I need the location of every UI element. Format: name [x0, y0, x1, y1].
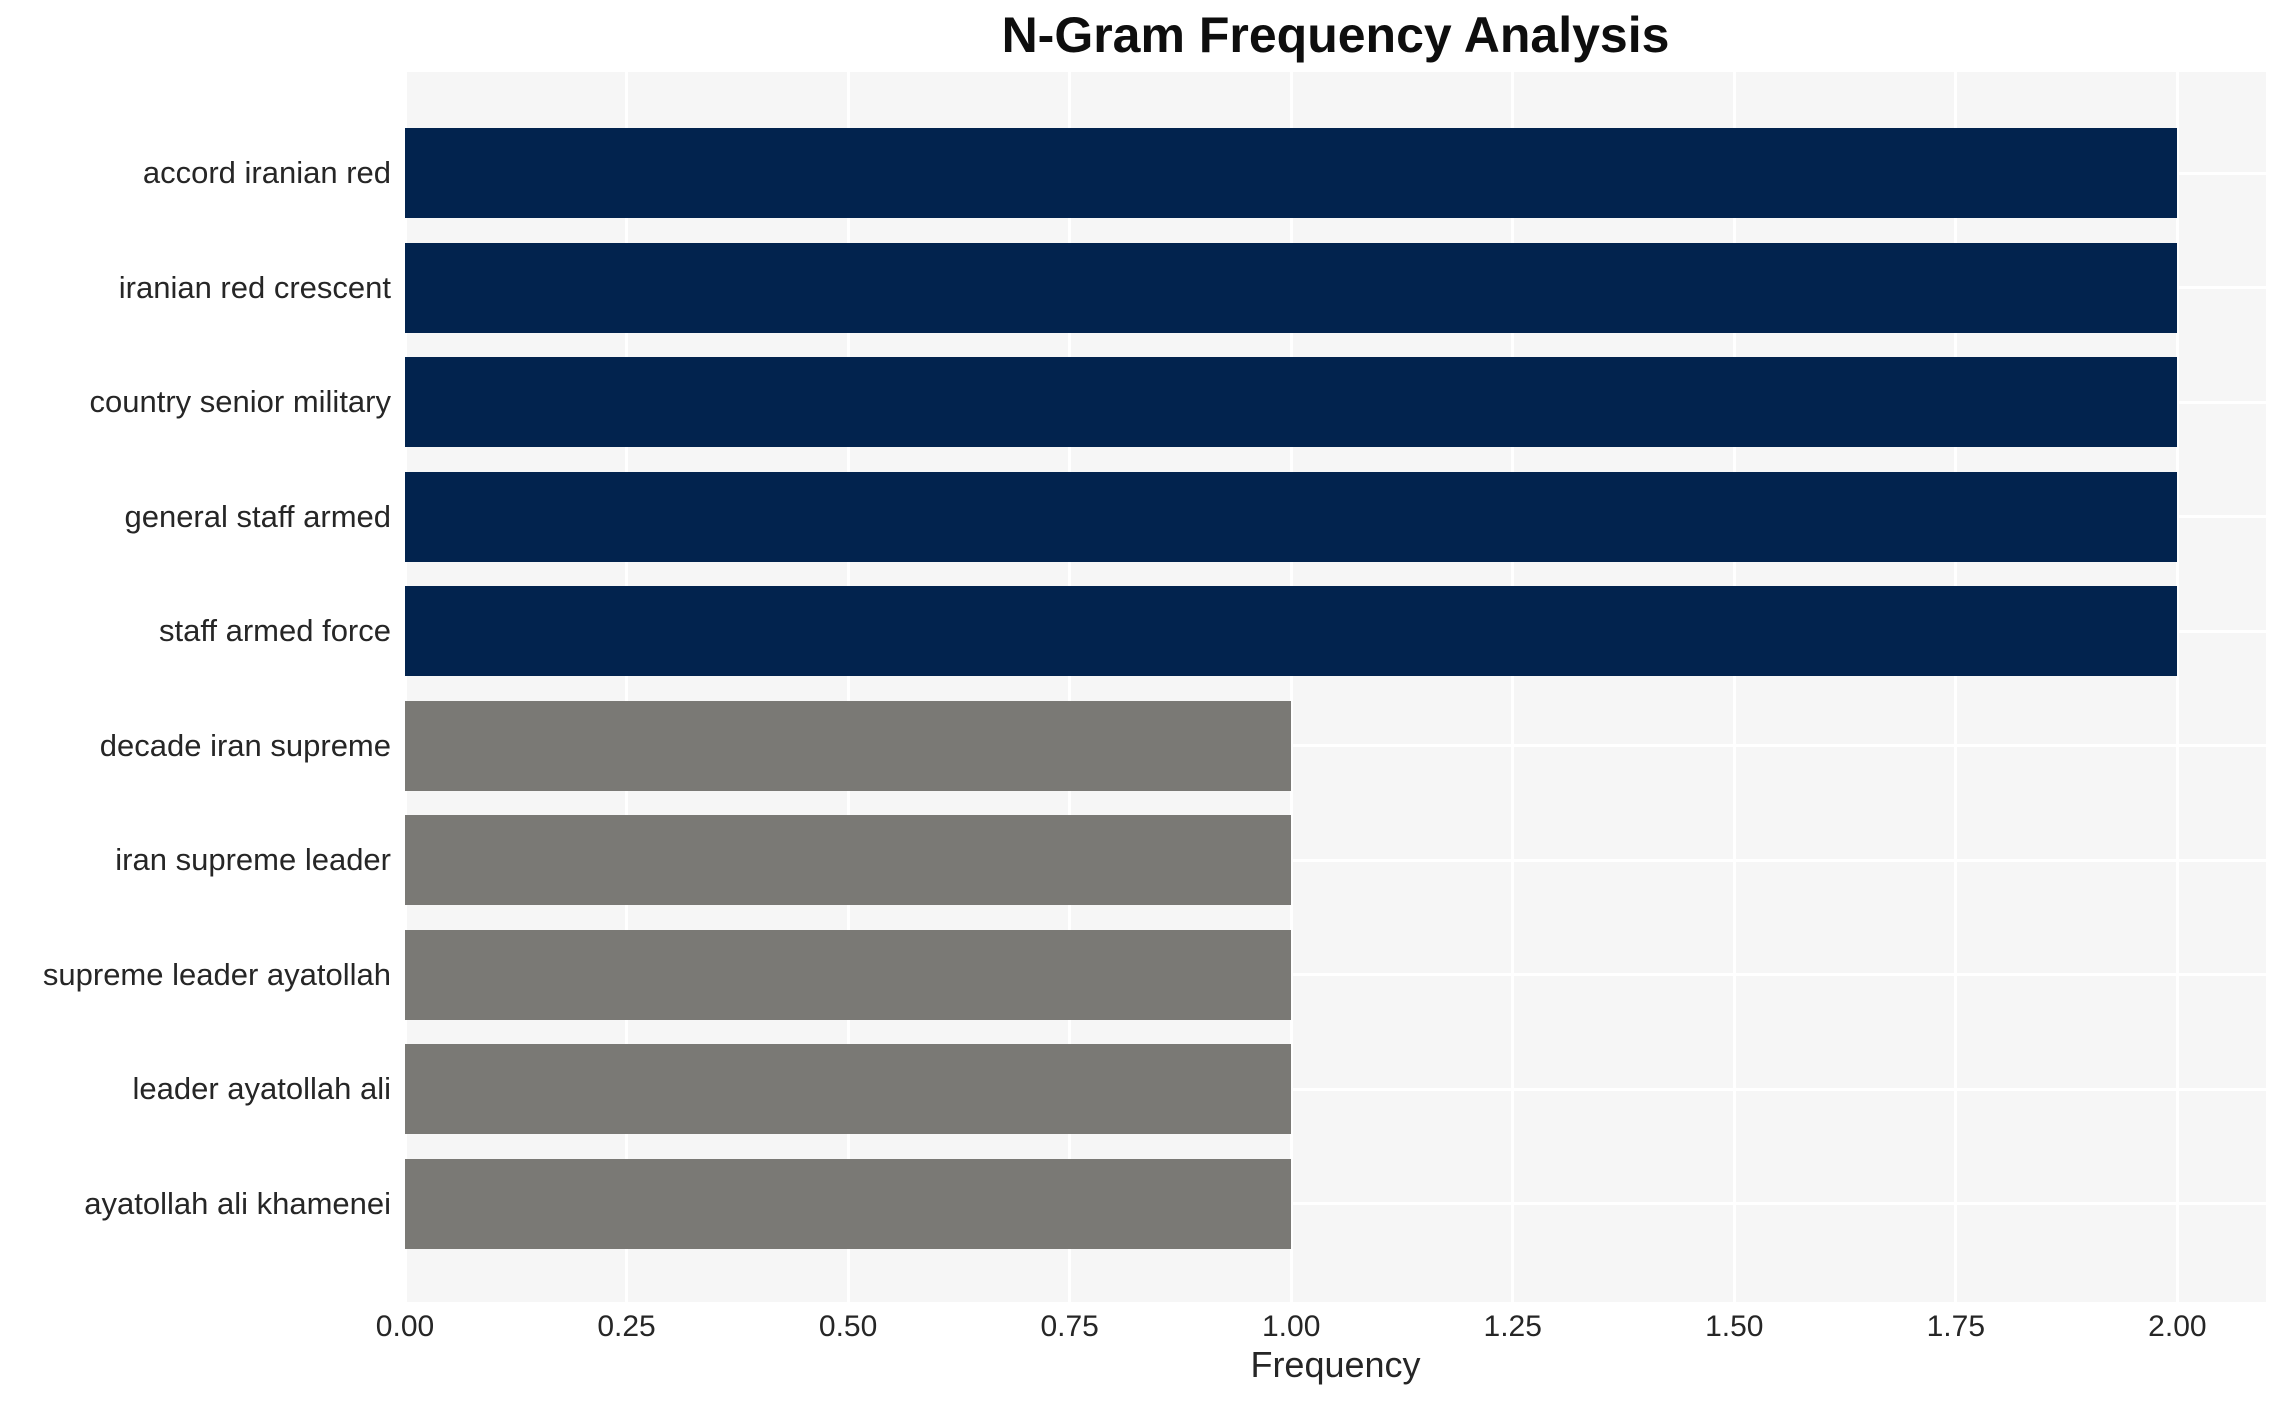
- bar: [405, 242, 2178, 333]
- x-tick-label: 0.25: [597, 1310, 656, 1343]
- y-gridline: [405, 744, 2266, 748]
- x-gridline: [403, 72, 407, 1302]
- x-gridline: [2175, 72, 2179, 1302]
- chart-title: N-Gram Frequency Analysis: [1001, 7, 1670, 63]
- x-tick-label: 0.00: [375, 1310, 435, 1343]
- bar: [405, 357, 2178, 448]
- x-gridline: [1732, 72, 1736, 1302]
- bar: [405, 128, 2178, 218]
- bar: [405, 1158, 1292, 1249]
- y-gridline: [405, 1087, 2266, 1091]
- x-tick-label: 2.00: [2148, 1310, 2207, 1343]
- x-tick-label: 1.50: [1705, 1310, 1764, 1343]
- x-tick-label: 1.75: [1926, 1310, 1986, 1343]
- x-gridline: [846, 72, 850, 1302]
- y-tick-label: leader ayatollah ali: [132, 1071, 391, 1107]
- x-gridline: [1511, 72, 1515, 1302]
- x-tick-label: 1.25: [1483, 1310, 1542, 1343]
- x-axis-label: Frequency: [1250, 1344, 1421, 1385]
- y-gridline: [405, 1202, 2266, 1206]
- bar: [405, 586, 2178, 677]
- plot-area: [403, 72, 2266, 1302]
- bar: [405, 700, 1292, 791]
- y-gridline: [405, 858, 2266, 862]
- x-tick-label: 1.00: [1261, 1310, 1321, 1343]
- y-tick-label: general staff armed: [124, 498, 391, 534]
- x-gridline: [1954, 72, 1958, 1302]
- y-tick-label: staff armed force: [158, 613, 391, 649]
- x-gridline: [1289, 72, 1293, 1302]
- bar: [405, 929, 1292, 1020]
- x-tick-label: 0.50: [818, 1310, 878, 1343]
- bar: [405, 815, 1292, 906]
- y-tick-label: ayatollah ali khamenei: [84, 1185, 391, 1221]
- bar: [405, 471, 2178, 562]
- y-tick-label: iranian red crescent: [118, 269, 391, 305]
- y-tick-label: accord iranian red: [142, 155, 391, 190]
- y-tick-label: country senior military: [89, 384, 391, 420]
- bar: [405, 1044, 1292, 1135]
- x-gridline: [625, 72, 629, 1302]
- y-gridline: [405, 973, 2266, 977]
- x-gridline: [1068, 72, 1072, 1302]
- x-tick-label: 0.75: [1040, 1310, 1099, 1343]
- y-tick-label: decade iran supreme: [99, 727, 391, 763]
- y-tick-label: supreme leader ayatollah: [42, 956, 391, 992]
- y-tick-label: iran supreme leader: [115, 842, 391, 878]
